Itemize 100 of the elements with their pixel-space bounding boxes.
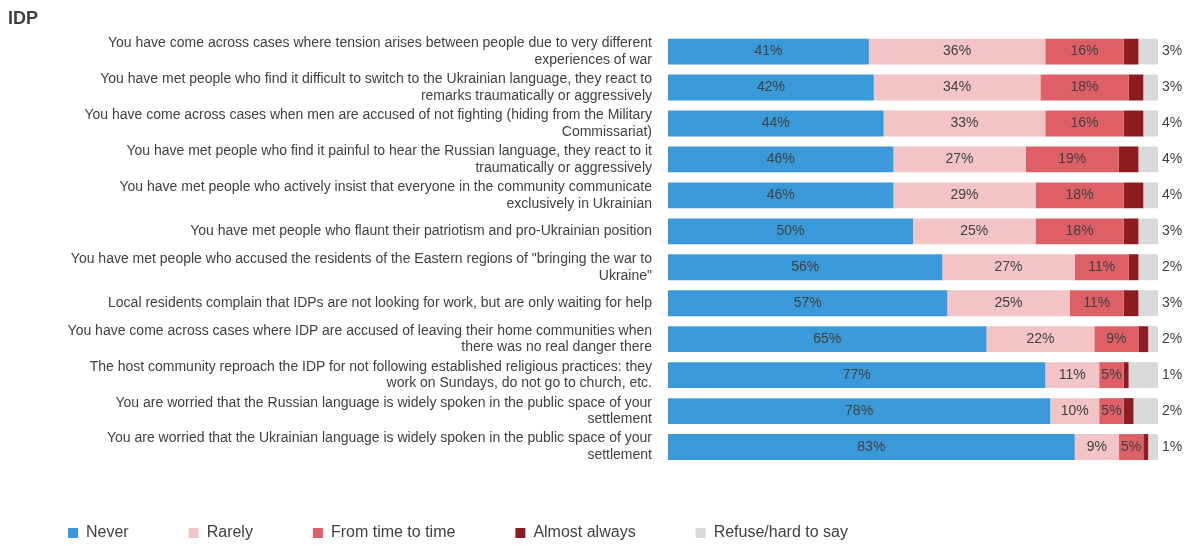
data-label: 1%	[1162, 437, 1183, 454]
bar	[1128, 362, 1158, 389]
data-label: 11%	[1058, 365, 1086, 382]
data-label: 25%	[994, 294, 1023, 311]
bar	[893, 182, 1036, 209]
text: IDP	[8, 7, 39, 28]
bar	[668, 434, 1075, 460]
bar	[668, 218, 913, 245]
bar	[868, 38, 1046, 65]
bar	[1123, 182, 1144, 209]
bar	[1123, 218, 1139, 245]
legend-label: Never	[86, 523, 130, 541]
data-label: 9%	[1106, 330, 1127, 347]
bar	[1128, 74, 1144, 101]
bar	[1025, 146, 1119, 173]
bar	[1148, 326, 1158, 353]
bar	[1143, 110, 1158, 137]
bar	[1040, 74, 1129, 101]
data-label: 2%	[1162, 330, 1183, 347]
data-label: 46%	[766, 150, 795, 167]
y-tick-label: The host community reproach the IDP for not following established religious practices: they work on Sundays, do not go to church, etc.	[89, 357, 652, 391]
bar	[1069, 290, 1124, 317]
legend-label: Refuse/hard to say	[713, 523, 848, 541]
bar	[1143, 182, 1158, 209]
bar	[1123, 38, 1139, 65]
data-label: 65%	[813, 330, 842, 347]
bar	[913, 218, 1036, 245]
y-tick-label: You have met people who accused the residents of the Eastern regions of "bringing the war to Ukraine"	[70, 249, 653, 283]
data-label: 27%	[945, 150, 974, 167]
data-label: 44%	[761, 114, 790, 131]
bar	[1138, 290, 1158, 317]
bar	[883, 110, 1046, 137]
data-label: 56%	[791, 258, 820, 275]
bar	[1148, 434, 1158, 460]
data-label: 18%	[1065, 222, 1094, 239]
y-tick-label: You have met people who find it painful to hear the Russian language, they react to it traumatically or aggressively	[126, 141, 653, 175]
data-label: 3%	[1162, 294, 1183, 311]
bar	[668, 362, 1046, 389]
data-label: 10%	[1060, 401, 1089, 418]
data-label: 3%	[1162, 78, 1183, 95]
data-label: 36%	[943, 42, 972, 59]
data-label: 50%	[776, 222, 805, 239]
bar	[668, 110, 884, 137]
data-label: 1%	[1162, 365, 1183, 382]
bar	[893, 146, 1026, 173]
data-label: 9%	[1086, 437, 1107, 454]
y-tick-label: Local residents complain that IDPs are not looking for work, but are only waiting for help	[108, 294, 653, 311]
data-label: 18%	[1065, 186, 1094, 203]
data-label: 33%	[950, 114, 979, 131]
bar	[1128, 254, 1139, 281]
y-tick-label: You are worried that the Russian language is widely spoken in the public space of your settlement	[115, 393, 653, 427]
data-label: 57%	[793, 294, 822, 311]
bar	[1035, 182, 1124, 209]
data-label: 5%	[1101, 365, 1122, 382]
bar	[1123, 398, 1134, 425]
bar	[668, 398, 1051, 425]
data-label: 77%	[842, 365, 871, 382]
bar	[947, 290, 1070, 317]
y-tick-label: You have come across cases where IDP are accused of leaving their home communities when there was no real danger there	[67, 321, 653, 355]
bar	[986, 326, 1095, 353]
data-label: 11%	[1083, 294, 1111, 311]
data-label: 25%	[960, 222, 989, 239]
y-tick-label: You are worried that the Ukrainian language is widely spoken in the public space of your settlement	[106, 429, 653, 463]
bar	[1123, 290, 1139, 317]
bar	[668, 326, 987, 353]
bar	[1143, 74, 1158, 101]
y-tick-label: You have come across cases when men are accused of not fighting (hiding from the Military Commissariat)	[84, 105, 652, 139]
bar	[1074, 254, 1129, 281]
data-label: 16%	[1070, 42, 1099, 59]
data-label: 4%	[1162, 186, 1183, 203]
data-label: 3%	[1162, 42, 1183, 59]
bar	[1045, 362, 1100, 389]
data-label: 5%	[1101, 401, 1122, 418]
legend-label: Almost always	[533, 523, 636, 541]
y-tick-label: You have met people who flaunt their patriotism and pro-Ukrainian position	[190, 222, 652, 239]
data-label: 34%	[943, 78, 972, 95]
data-label: 42%	[756, 78, 785, 95]
y-tick-label: You have come across cases where tension arises between people due to very different experiences of war	[108, 34, 653, 67]
y-tick-label: You have met people who actively insist that everyone in the community communicate exclusively in Ukrainian	[119, 177, 653, 211]
data-label: 27%	[994, 258, 1023, 275]
bar	[668, 38, 869, 65]
bar	[1138, 218, 1158, 245]
bar	[668, 182, 894, 209]
bar	[942, 254, 1075, 281]
legend-label: From time to time	[330, 523, 456, 541]
bar	[1118, 146, 1139, 173]
data-label: 46%	[766, 186, 795, 203]
legend-label: Rarely	[206, 523, 253, 541]
data-label: 29%	[950, 186, 979, 203]
data-label: 41%	[754, 42, 783, 59]
bar	[1035, 218, 1124, 245]
bar	[1143, 434, 1149, 460]
y-tick-label: You have met people who find it difficult to switch to the Ukrainian language, they react to remarks traumatically or aggressively	[100, 69, 653, 103]
bar	[1138, 38, 1158, 65]
bar	[668, 254, 943, 281]
data-label: 4%	[1162, 150, 1183, 167]
bar	[1138, 146, 1158, 173]
data-label: 4%	[1162, 114, 1183, 131]
bar	[873, 74, 1041, 101]
bar	[1123, 110, 1144, 137]
